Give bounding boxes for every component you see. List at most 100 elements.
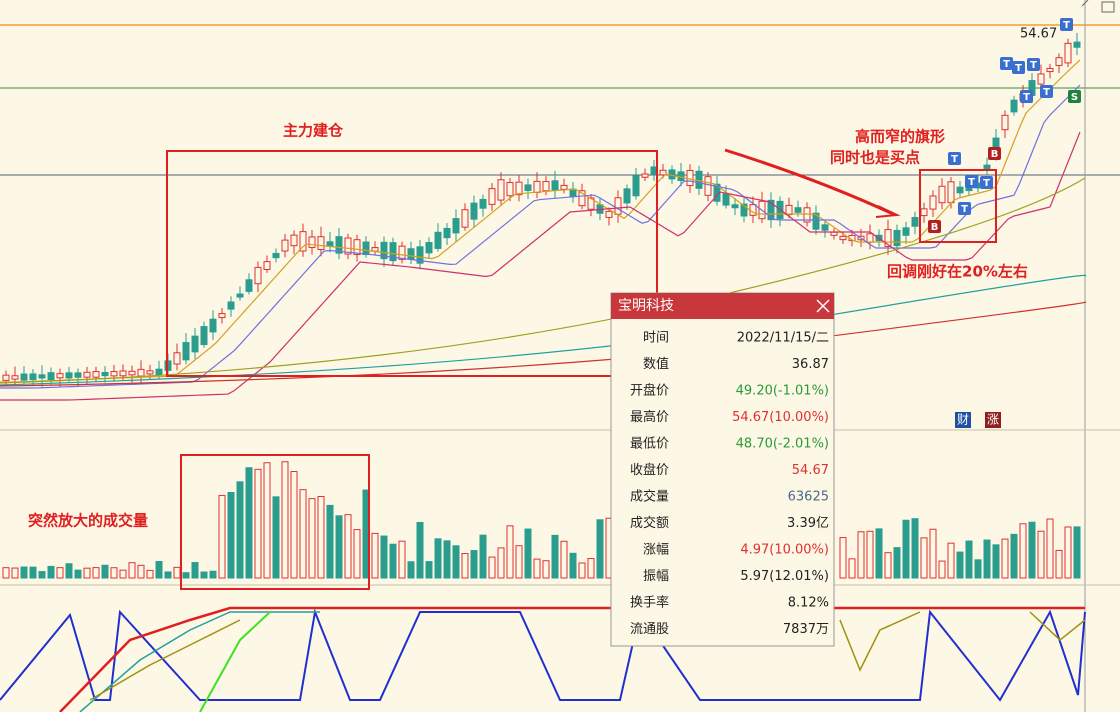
volume-bar [299, 489, 307, 579]
candle-body [542, 181, 550, 192]
signal-badge [1000, 57, 1013, 70]
popup-label: 流通股 [630, 622, 669, 637]
candle-body [614, 197, 622, 215]
candle-body [1064, 42, 1072, 64]
highlight-box [180, 454, 370, 590]
candle-body [155, 368, 163, 376]
volume-bar [110, 567, 118, 579]
popup-value: 4.97(10.00%) [740, 543, 829, 558]
signal-badge [958, 202, 971, 215]
annotation-arrowhead [875, 205, 901, 218]
popup-label: 成交额 [630, 515, 669, 531]
indicator-line [59, 606, 1085, 712]
volume-bar [2, 567, 10, 579]
candle-body [389, 242, 397, 262]
volume-bar [551, 534, 559, 579]
volume-bar [146, 569, 154, 579]
candle-body [884, 229, 892, 247]
popup-value: 3.39亿 [787, 516, 829, 531]
candle-body [470, 202, 478, 220]
volume-bar [47, 565, 55, 579]
volume-bar [326, 504, 334, 579]
badge [955, 412, 971, 428]
candle-body [443, 227, 451, 239]
volume-bar [506, 525, 514, 579]
candle-body [929, 195, 937, 210]
volume-bar [371, 532, 379, 579]
candle-body [569, 188, 577, 197]
volume-bar [38, 571, 46, 579]
volume-bar [443, 540, 451, 579]
volume-bar [263, 462, 271, 579]
volume-bar [101, 564, 109, 579]
signal-label: T [968, 177, 975, 188]
candle-body [659, 169, 667, 176]
popup-value: 36.87 [792, 357, 829, 372]
candle-body [254, 266, 262, 285]
candle-body [1001, 114, 1009, 131]
signal-label: B [931, 222, 939, 233]
popup-header [611, 293, 834, 319]
volume-bar [875, 528, 883, 579]
candle-body [920, 208, 928, 217]
volume-bar [425, 561, 433, 579]
popup-value: 63625 [788, 490, 829, 505]
candle-body [263, 261, 271, 270]
annotation: 回调刚好在20%左右 [887, 263, 1028, 281]
candle-body [119, 370, 127, 377]
volume-bar [317, 496, 325, 579]
candle-body [407, 248, 415, 260]
popup-label: 最低价 [630, 437, 669, 452]
volume-bar [119, 569, 127, 579]
candle-body [335, 236, 343, 254]
signal-label: B [991, 149, 999, 160]
signal-badge [1020, 90, 1033, 103]
candle-body [83, 371, 91, 378]
popup-value: 5.97(12.01%) [740, 569, 829, 584]
volume-bar [416, 521, 424, 579]
volume-bar [497, 547, 505, 579]
candle-body [488, 188, 496, 205]
candle-body [911, 217, 919, 227]
volume-bar [308, 498, 316, 579]
popup-value: 2022/11/15/二 [737, 331, 829, 346]
signal-badge [928, 220, 941, 233]
candle-body [461, 209, 469, 228]
volume-bar [1019, 523, 1027, 579]
candle-body [812, 212, 820, 230]
indicator-line [79, 611, 320, 712]
volume-bar [11, 567, 19, 579]
signal-badge [988, 147, 1001, 160]
close-button[interactable] [816, 299, 830, 313]
volume-bar [866, 530, 874, 579]
volume-bar [857, 531, 865, 579]
candle-body [128, 370, 136, 376]
candle-body [767, 199, 775, 221]
candle-body [479, 198, 487, 209]
candle-body [326, 241, 334, 247]
badge-label: 涨 [987, 412, 999, 427]
candle-body [380, 241, 388, 260]
volume-bar [434, 538, 442, 579]
candle-body [2, 374, 10, 381]
candle-body [902, 227, 910, 236]
candle-body [551, 180, 559, 191]
signal-label: T [1043, 87, 1050, 98]
candle-body [623, 188, 631, 204]
popup-value: 48.70(-2.01%) [736, 437, 829, 452]
popup-label: 振幅 [643, 569, 669, 584]
popup-label: 数值 [643, 356, 669, 372]
candle-body [65, 372, 73, 379]
candle-body [866, 233, 874, 243]
candle-body [317, 236, 325, 251]
candle-body [1010, 99, 1018, 113]
volume-bar [452, 545, 460, 579]
volume-bar [533, 558, 541, 579]
candle-body [146, 370, 154, 375]
volume-bar [173, 566, 181, 579]
candle-body [785, 204, 793, 216]
signal-label: T [1023, 92, 1030, 103]
volume-bar [200, 571, 208, 579]
popup-title: 宝明科技 [618, 298, 674, 314]
popup-label: 收盘价 [630, 462, 669, 478]
